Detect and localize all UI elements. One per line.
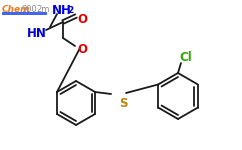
Text: Chem: Chem [2, 5, 30, 14]
Text: HN: HN [27, 27, 47, 40]
Text: O: O [77, 13, 87, 26]
Text: S: S [119, 97, 128, 110]
Bar [2, 12, 47, 15]
Text: Cl: Cl [179, 51, 192, 64]
Text: O: O [77, 43, 87, 56]
Text: 900: 900 [22, 5, 38, 14]
Text: 2m: 2m [36, 5, 49, 14]
Text: 2: 2 [67, 6, 73, 15]
Text: NH: NH [52, 4, 72, 17]
